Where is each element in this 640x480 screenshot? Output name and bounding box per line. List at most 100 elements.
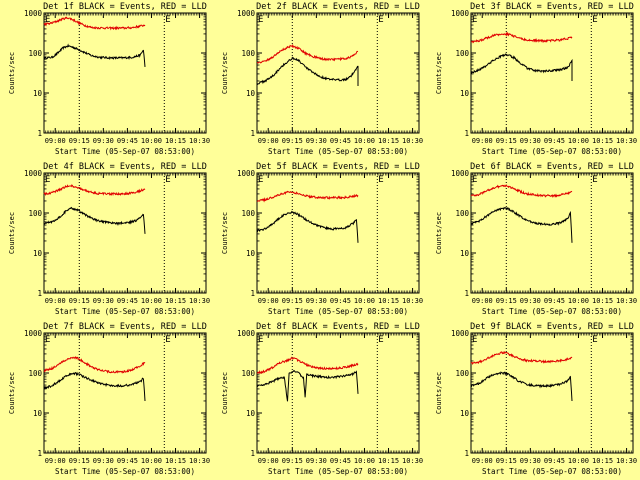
x-tick-label: 10:00: [354, 137, 375, 145]
y-tick-label: 100: [455, 49, 469, 58]
y-tick-label: 1000: [237, 9, 256, 18]
x-axis-label: Start Time (05-Sep-07 08:53:00): [55, 147, 195, 156]
y-tick-label: 10: [33, 249, 43, 258]
x-tick-label: 10:30: [189, 457, 210, 465]
y-tick-label: 10: [33, 409, 43, 418]
chart-title: Det 3f BLACK = Events, RED = LLD: [470, 2, 634, 12]
x-tick-label: 10:00: [354, 297, 375, 305]
x-tick-label: 09:00: [472, 137, 493, 145]
y-tick-label: 1000: [237, 329, 256, 338]
x-tick-label: 10:30: [189, 137, 210, 145]
x-tick-label: 10:00: [354, 457, 375, 465]
y-axis-label: Counts/sec: [221, 372, 229, 414]
y-tick-label: 1: [250, 449, 255, 458]
y-axis-label: Counts/sec: [8, 52, 16, 94]
lld-series-line: [43, 16, 146, 31]
y-tick-label: 100: [241, 369, 255, 378]
x-tick-label: 09:45: [544, 457, 565, 465]
marker-label: E: [45, 175, 50, 185]
y-tick-label: 1: [37, 289, 42, 298]
events-series-line: [43, 371, 146, 402]
y-tick-label: 10: [460, 409, 470, 418]
y-tick-label: 10: [246, 249, 256, 258]
marker-label: E: [472, 15, 477, 25]
x-tick-label: 09:15: [69, 297, 90, 305]
x-tick-label: 09:15: [496, 137, 517, 145]
events-series-line: [470, 206, 573, 243]
y-tick-label: 1000: [451, 9, 470, 18]
chart-panel-9: Det 9f BLACK = Events, RED = LLD Counts/s…: [435, 322, 637, 476]
x-tick-label: 10:30: [402, 137, 423, 145]
plot-frame: [43, 332, 207, 454]
chart-title: Det 2f BLACK = Events, RED = LLD: [256, 2, 420, 12]
plot-frame: [470, 172, 634, 294]
x-tick-label: 09:45: [117, 137, 138, 145]
chart-title: Det 6f BLACK = Events, RED = LLD: [470, 162, 634, 172]
x-tick-label: 09:45: [330, 297, 351, 305]
marker-label: E: [258, 335, 263, 345]
y-tick-label: 10: [246, 89, 256, 98]
x-axis-label: Start Time (05-Sep-07 08:53:00): [55, 467, 195, 476]
x-axis-label: Start Time (05-Sep-07 08:53:00): [482, 467, 622, 476]
marker-label: E: [258, 15, 263, 25]
y-axis-label: Counts/sec: [435, 52, 443, 94]
events-series-line: [470, 53, 573, 81]
y-tick-label: 1000: [237, 169, 256, 178]
x-tick-label: 09:15: [282, 137, 303, 145]
x-tick-label: 09:00: [472, 457, 493, 465]
x-tick-label: 09:45: [117, 457, 138, 465]
x-tick-label: 09:15: [496, 297, 517, 305]
plot-frame: [256, 332, 420, 454]
x-tick-label: 09:15: [69, 137, 90, 145]
x-tick-label: 09:00: [472, 297, 493, 305]
chart-panel-3: Det 3f BLACK = Events, RED = LLD Counts/s…: [435, 2, 637, 156]
x-tick-label: 09:15: [69, 457, 90, 465]
x-tick-label: 10:15: [592, 137, 613, 145]
y-tick-label: 1: [250, 129, 255, 138]
plot-frame: [43, 172, 207, 294]
x-tick-label: 10:15: [165, 137, 186, 145]
x-tick-label: 09:30: [93, 137, 114, 145]
lld-series-line: [43, 184, 146, 197]
x-tick-label: 10:00: [141, 137, 162, 145]
x-tick-label: 10:15: [592, 297, 613, 305]
x-tick-label: 10:00: [141, 297, 162, 305]
marker-label: E: [378, 15, 383, 25]
y-tick-label: 10: [246, 409, 256, 418]
marker-label: E: [472, 175, 477, 185]
marker-label: E: [165, 175, 170, 185]
y-axis-label: Counts/sec: [435, 212, 443, 254]
plot-frame: [256, 12, 420, 134]
chart-title: Det 9f BLACK = Events, RED = LLD: [470, 322, 634, 332]
x-tick-label: 10:15: [378, 457, 399, 465]
lld-series-line: [43, 356, 146, 374]
y-tick-label: 100: [28, 209, 42, 218]
y-tick-label: 10: [33, 89, 43, 98]
x-tick-label: 09:15: [282, 297, 303, 305]
chart-panel-4: Det 4f BLACK = Events, RED = LLD Counts/s…: [8, 162, 210, 316]
marker-label: E: [592, 15, 597, 25]
x-tick-label: 09:00: [258, 137, 279, 145]
y-tick-label: 100: [28, 369, 42, 378]
x-tick-label: 10:30: [189, 297, 210, 305]
y-tick-label: 1: [250, 289, 255, 298]
chart-panel-7: Det 7f BLACK = Events, RED = LLD Counts/s…: [8, 322, 210, 476]
y-tick-label: 1: [37, 449, 42, 458]
marker-label: E: [165, 15, 170, 25]
x-tick-label: 09:00: [258, 457, 279, 465]
marker-label: E: [592, 175, 597, 185]
x-tick-label: 09:15: [282, 457, 303, 465]
plot-frame: [470, 332, 634, 454]
x-tick-label: 09:30: [520, 137, 541, 145]
x-tick-label: 10:30: [402, 457, 423, 465]
plot-frame: [470, 12, 634, 134]
events-series-line: [256, 210, 359, 243]
marker-label: E: [165, 335, 170, 345]
y-tick-label: 1000: [24, 9, 43, 18]
x-tick-label: 10:15: [165, 457, 186, 465]
x-tick-label: 09:30: [93, 297, 114, 305]
y-tick-label: 1000: [451, 169, 470, 178]
y-tick-label: 1000: [24, 329, 43, 338]
x-tick-label: 09:15: [496, 457, 517, 465]
x-tick-label: 10:00: [568, 297, 589, 305]
